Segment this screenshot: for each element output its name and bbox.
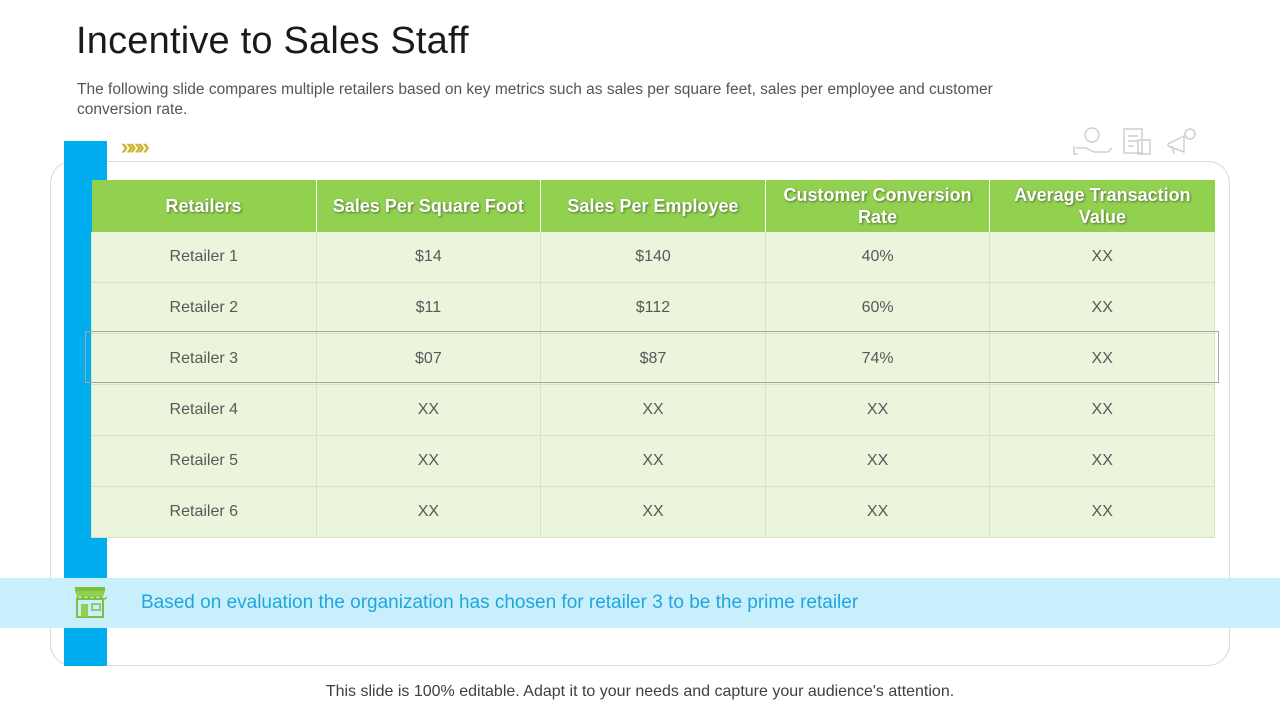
table-cell: XX xyxy=(540,384,766,436)
table-cell: XX xyxy=(316,435,542,487)
table-cell: 60% xyxy=(765,282,991,334)
chevron-arrows-icon: »»» xyxy=(121,134,150,159)
table-cell: Retailer 3 xyxy=(91,333,317,385)
table-cell: 40% xyxy=(765,232,991,283)
header-sales-per-employee: Sales Per Employee xyxy=(540,180,766,232)
table-cell: XX xyxy=(765,384,991,436)
conclusion-banner: Based on evaluation the organization has… xyxy=(0,578,1280,628)
table-row-highlighted: Retailer 3 $07 $87 74% XX xyxy=(91,333,1215,385)
table-cell: XX xyxy=(989,232,1215,283)
document-money-icon xyxy=(1123,128,1151,155)
table-cell: $07 xyxy=(316,333,542,385)
table-cell: XX xyxy=(989,435,1215,487)
percent-hand-icon xyxy=(1073,127,1113,155)
footer-note: This slide is 100% editable. Adapt it to… xyxy=(325,683,955,700)
table-cell: XX xyxy=(989,282,1215,334)
table-cell: XX xyxy=(540,486,766,538)
table-row: Retailer 2 $11 $112 60% XX xyxy=(91,282,1215,334)
table-cell: 74% xyxy=(765,333,991,385)
table-row: Retailer 6 XX XX XX XX xyxy=(91,486,1215,538)
table-cell: $112 xyxy=(540,282,766,334)
table-row: Retailer 1 $14 $140 40% XX xyxy=(91,232,1215,283)
table-cell: XX xyxy=(989,486,1215,538)
decorative-icons xyxy=(1073,127,1196,155)
table-cell: XX xyxy=(989,333,1215,385)
table-cell: XX xyxy=(765,486,991,538)
table-cell: Retailer 5 xyxy=(91,435,317,487)
store-icon xyxy=(75,587,107,618)
table-cell: XX xyxy=(316,384,542,436)
table-cell: Retailer 1 xyxy=(91,232,317,283)
table-cell: Retailer 6 xyxy=(91,486,317,538)
table-header-row: Retailers Sales Per Square Foot Sales Pe… xyxy=(91,180,1215,232)
table-cell: $11 xyxy=(316,282,542,334)
table-cell: $87 xyxy=(540,333,766,385)
table-cell: Retailer 2 xyxy=(91,282,317,334)
header-retailers: Retailers xyxy=(91,180,317,232)
table-cell: $140 xyxy=(540,232,766,283)
table-row: Retailer 4 XX XX XX XX xyxy=(91,384,1215,436)
table-cell: Retailer 4 xyxy=(91,384,317,436)
page-subtitle: The following slide compares multiple re… xyxy=(77,81,993,118)
table-row: Retailer 5 XX XX XX XX xyxy=(91,435,1215,487)
header-customer-conversion-rate: Customer Conversion Rate xyxy=(765,180,991,232)
table-cell: XX xyxy=(765,435,991,487)
content-frame xyxy=(50,161,1230,666)
retailer-comparison-table: Retailers Sales Per Square Foot Sales Pe… xyxy=(91,180,1215,538)
header-sales-per-square-foot: Sales Per Square Foot xyxy=(316,180,542,232)
table-cell: XX xyxy=(540,435,766,487)
megaphone-icon xyxy=(1167,128,1196,155)
table-cell: XX xyxy=(989,384,1215,436)
table-cell: XX xyxy=(316,486,542,538)
conclusion-text: Based on evaluation the organization has… xyxy=(141,592,859,613)
header-average-transaction-value: Average Transaction Value xyxy=(989,180,1215,232)
table-cell: $14 xyxy=(316,232,542,283)
page-title: Incentive to Sales Staff xyxy=(76,20,469,62)
